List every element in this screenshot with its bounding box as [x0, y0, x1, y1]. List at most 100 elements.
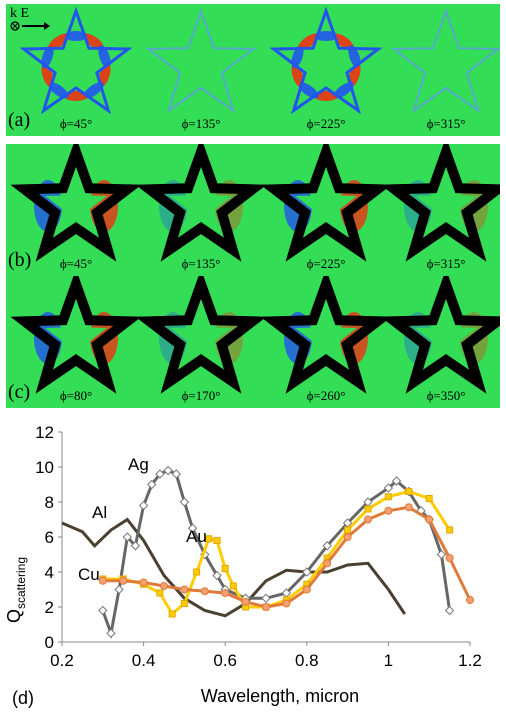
panel-label-c: (c)	[8, 381, 31, 403]
point-cu	[425, 515, 434, 524]
star-outline	[380, 144, 500, 262]
field-lobe	[348, 45, 361, 69]
field-lobe	[291, 63, 304, 87]
point-ag	[98, 605, 108, 616]
point-ag	[163, 465, 173, 476]
panel-label-a: (a)	[8, 109, 31, 131]
star-outline	[260, 276, 392, 394]
phi-label: ϕ=45°	[59, 256, 93, 271]
field-map-c-4	[380, 276, 500, 394]
y-tick-label: 6	[45, 528, 54, 547]
star-field-maps-b	[10, 144, 500, 262]
point-ag	[138, 500, 149, 511]
field-map-c-3	[260, 276, 392, 394]
phi-label: ϕ=135°	[181, 116, 221, 131]
point-au	[180, 600, 188, 607]
point-ag	[179, 497, 190, 507]
phi-label: ϕ=135°	[181, 256, 221, 271]
series-line-au	[102, 489, 451, 617]
point-au	[384, 493, 392, 501]
y-tick-label: 4	[45, 563, 54, 582]
panel-label-d: (d)	[12, 688, 34, 708]
point-ag	[302, 567, 312, 577]
point-au	[425, 495, 433, 502]
field-lobe	[298, 82, 319, 99]
x-tick-label: 1.2	[458, 651, 482, 670]
point-cu	[364, 515, 372, 524]
phi-label: ϕ=260°	[306, 388, 346, 403]
star-outline	[10, 276, 142, 394]
y-axis-label-main: Q	[4, 609, 24, 623]
point-cu	[98, 576, 107, 585]
star-outline	[269, 6, 383, 115]
field-lobe	[41, 63, 54, 87]
star-outline	[10, 144, 142, 262]
field-map-a-4	[390, 7, 500, 113]
star-outline	[390, 7, 500, 113]
point-ag	[322, 541, 332, 551]
point-cu	[262, 603, 270, 611]
point-cu	[139, 578, 148, 587]
point-au	[168, 610, 176, 618]
point-cu	[160, 582, 168, 590]
point-ag	[187, 523, 198, 533]
point-ag	[114, 584, 124, 595]
field-map-b-4	[380, 144, 500, 262]
annotation-ag: Ag	[128, 455, 149, 474]
field-map-b-3	[260, 144, 392, 262]
scattering-chart: 0 2 4 6 8 10 12 0.2 0.4 0.6 0.8 1 1.2 Wavelength, mi…	[4, 423, 482, 706]
phi-label: ϕ=315°	[426, 116, 466, 131]
point-ag	[436, 549, 447, 560]
y-tick-label: 10	[35, 458, 54, 477]
svg-text:Qscattering: Qscattering	[4, 557, 28, 623]
field-lobe	[83, 33, 104, 50]
x-axis-label: Wavelength, micron	[201, 686, 359, 706]
point-au	[229, 582, 237, 590]
star-outline	[135, 144, 267, 262]
field-panel-c: (c) ϕ=80° ϕ=170° ϕ=260° ϕ=350°	[6, 276, 500, 408]
field-map-a-3	[269, 6, 383, 115]
star-outline	[145, 7, 257, 113]
point-cu	[323, 559, 332, 568]
star-inner	[295, 305, 357, 365]
star-inner	[45, 173, 107, 233]
y-axis-label: Qscattering	[4, 557, 28, 623]
phi-label: ϕ=225°	[306, 256, 346, 271]
star-inner	[45, 305, 107, 365]
point-ag	[106, 628, 116, 638]
point-ag	[130, 541, 141, 551]
field-lobe	[333, 33, 354, 50]
phi-label: ϕ=45°	[59, 116, 93, 131]
field-map-a-1	[19, 6, 133, 115]
point-au	[344, 526, 352, 534]
y-tick-label: 0	[45, 633, 54, 652]
field-panel-a: k E (a) ϕ=45° ϕ=135° ϕ=225° ϕ=315°	[6, 4, 500, 136]
point-ag	[383, 483, 394, 493]
x-tick-label: 0.4	[132, 651, 156, 670]
star-outline	[19, 6, 133, 115]
star-inner	[415, 305, 477, 365]
star-outline	[380, 276, 500, 394]
phi-label: ϕ=80°	[59, 388, 93, 403]
star-inner	[295, 173, 357, 233]
point-au	[213, 537, 221, 544]
polarization-arrow-icon	[10, 21, 50, 31]
annotation-al: Al	[92, 503, 107, 522]
field-lobe	[98, 63, 111, 87]
point-cu	[119, 576, 128, 585]
field-panel-b: (b) ϕ=45° ϕ=135° ϕ=225° ϕ=315°	[6, 144, 500, 276]
point-ag	[122, 532, 132, 542]
star-field-maps-c	[10, 276, 500, 394]
x-tick-label: 0.8	[295, 651, 319, 670]
point-au	[156, 589, 164, 597]
point-cu	[384, 506, 393, 515]
point-cu	[343, 533, 352, 541]
field-map-b-2	[135, 144, 267, 262]
chart-series	[61, 465, 474, 640]
point-cu	[241, 597, 250, 606]
phi-label: ϕ=225°	[306, 116, 346, 131]
field-lobe	[333, 82, 354, 99]
panel-label-b: (b)	[8, 249, 32, 271]
phi-label: ϕ=170°	[181, 388, 221, 403]
point-cu	[200, 587, 209, 596]
